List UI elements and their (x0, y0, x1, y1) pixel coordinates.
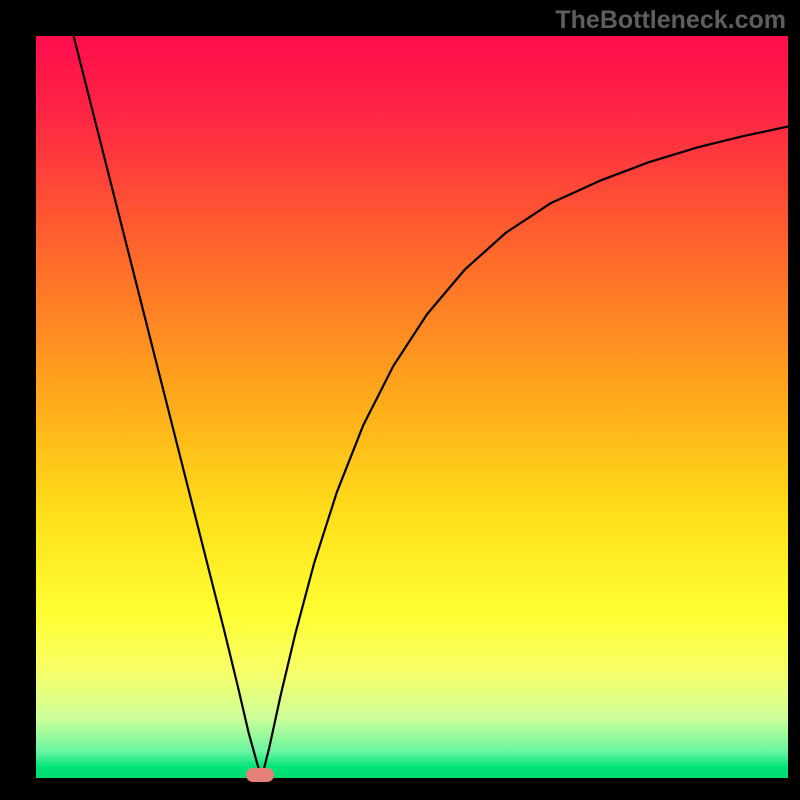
watermark-text: TheBottleneck.com (555, 6, 786, 35)
plot-area (36, 36, 788, 778)
bottleneck-curve (36, 36, 788, 778)
minimum-marker (246, 768, 274, 782)
curve-path (74, 36, 788, 778)
chart-container: TheBottleneck.com (0, 0, 800, 800)
